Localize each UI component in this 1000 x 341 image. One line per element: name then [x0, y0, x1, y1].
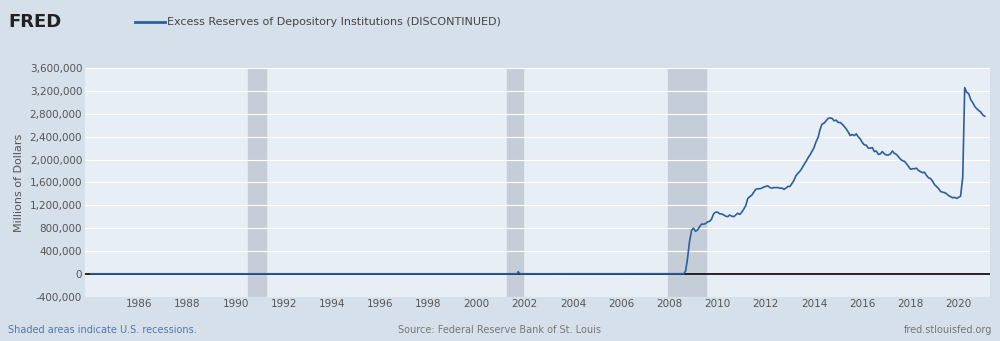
Bar [668, 68, 706, 297]
Text: FRED: FRED [8, 13, 61, 31]
Bar [507, 68, 523, 297]
Text: Excess Reserves of Depository Institutions (DISCONTINUED): Excess Reserves of Depository Institutio… [167, 17, 501, 27]
Y-axis label: Millions of Dollars: Millions of Dollars [14, 133, 24, 232]
Text: Source: Federal Reserve Bank of St. Louis: Source: Federal Reserve Bank of St. Loui… [398, 325, 602, 335]
Text: Shaded areas indicate U.S. recessions.: Shaded areas indicate U.S. recessions. [8, 325, 197, 335]
Bar [248, 68, 266, 297]
Text: fred.stlouisfed.org: fred.stlouisfed.org [904, 325, 992, 335]
